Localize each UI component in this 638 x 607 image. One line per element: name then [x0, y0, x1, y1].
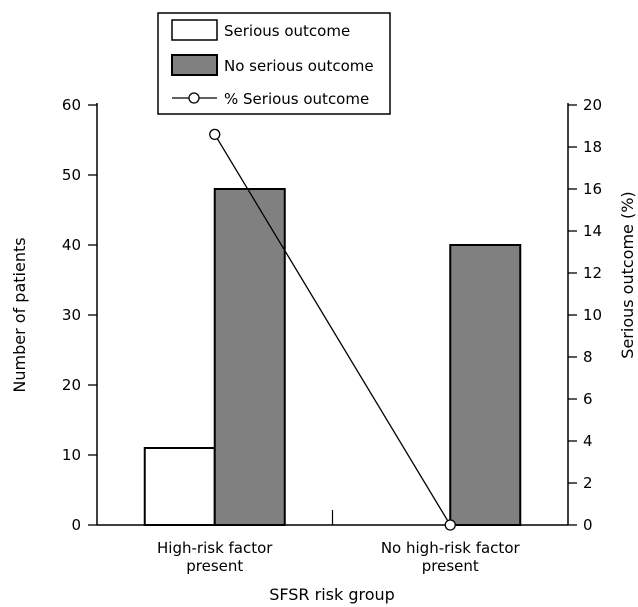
- bar-serious-outcome-0: [143, 447, 216, 526]
- right-tick-label-4: 8: [583, 348, 593, 366]
- left-tick-label-0: 0: [71, 516, 81, 534]
- category-label-0-line-0: High-risk factor: [157, 539, 273, 557]
- percent-point-0: [209, 128, 221, 141]
- bar-no-serious-outcome-0: [213, 188, 286, 526]
- legend-swatch-no-serious-outcome: [171, 54, 218, 76]
- category-label-1-line-0: No high-risk factor: [381, 539, 521, 557]
- legend-label-no-serious-outcome: No serious outcome: [224, 57, 374, 75]
- bars: [143, 188, 522, 526]
- y2-axis-title: Serious outcome (%): [618, 191, 637, 358]
- left-tick-label-4: 40: [62, 236, 81, 254]
- left-tick-label-1: 10: [62, 446, 81, 464]
- left-tick-label-6: 60: [62, 96, 81, 114]
- percent-point-1: [444, 519, 456, 531]
- right-tick-label-9: 18: [583, 138, 602, 156]
- legend: Serious outcome No serious outcome % Ser…: [157, 12, 391, 115]
- right-tick-label-7: 14: [583, 222, 602, 240]
- right-tick-label-2: 4: [583, 432, 593, 450]
- right-tick-label-8: 16: [583, 180, 602, 198]
- left-tick-label-2: 20: [62, 376, 81, 394]
- category-label-1-line-1: present: [422, 557, 479, 575]
- right-tick-label-6: 12: [583, 264, 602, 282]
- category-label-0-line-1: present: [186, 557, 243, 575]
- right-tick-label-0: 0: [583, 516, 593, 534]
- right-tick-label-1: 2: [583, 474, 593, 492]
- percent-serious-outcome-line: [214, 134, 451, 526]
- left-tick-label-5: 50: [62, 166, 81, 184]
- x-axis-title: SFSR risk group: [269, 585, 395, 604]
- right-tick-label-3: 6: [583, 390, 593, 408]
- legend-marker-percent: [188, 92, 200, 104]
- legend-swatch-serious-outcome: [171, 19, 218, 41]
- bar-no-serious-outcome-1: [449, 244, 522, 526]
- left-tick-label-3: 30: [62, 306, 81, 324]
- legend-label-serious-outcome: Serious outcome: [224, 22, 350, 40]
- right-tick-label-5: 10: [583, 306, 602, 324]
- percent-series: [209, 128, 456, 531]
- axis-labels: 0 10 20 30 40 50 60 0 2 4 6 8 10 12 14 16 18 20 High-risk …: [10, 96, 637, 604]
- axes: [88, 103, 577, 526]
- right-tick-label-10: 20: [583, 96, 602, 114]
- y-axis-title: Number of patients: [10, 237, 29, 392]
- legend-label-percent-serious-outcome: % Serious outcome: [224, 90, 369, 108]
